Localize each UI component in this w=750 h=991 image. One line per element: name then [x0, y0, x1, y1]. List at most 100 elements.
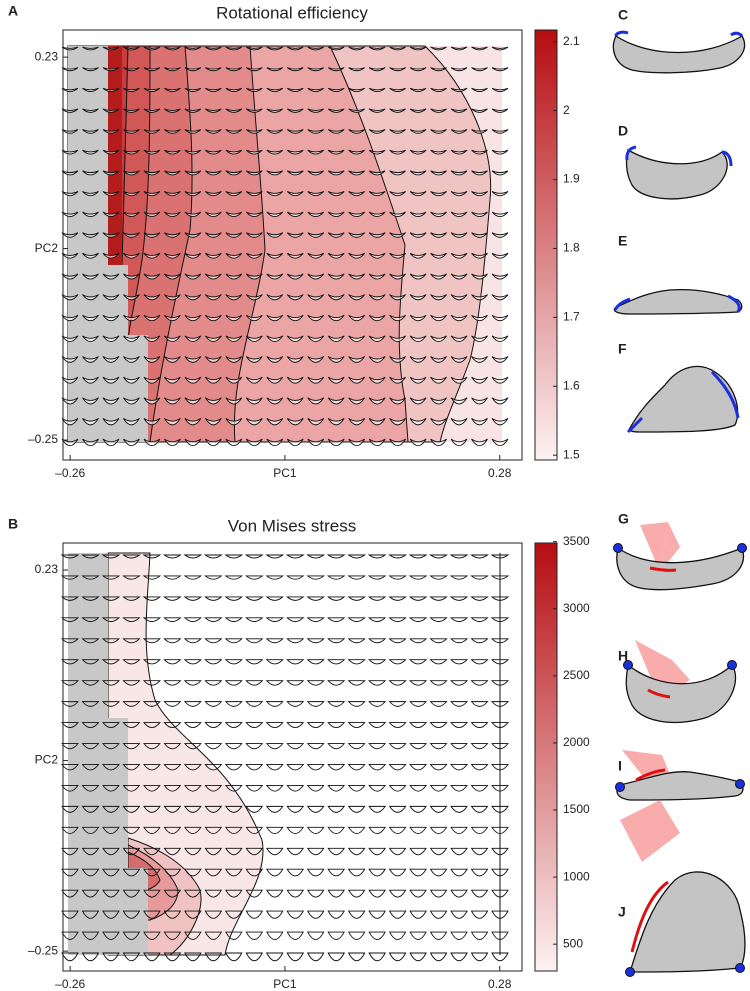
shape-glyph [347, 680, 366, 686]
shape-glyph [61, 826, 79, 835]
shape-glyph [266, 191, 284, 197]
shape-glyph [491, 826, 509, 835]
shape-glyph [286, 847, 305, 856]
shape-glyph [347, 596, 366, 601]
shape-glyph [102, 722, 120, 729]
x-axis-label: PC1 [273, 466, 297, 480]
shape-glyph [245, 232, 263, 238]
shape-glyph [348, 149, 365, 155]
shape-glyph [81, 805, 100, 813]
shape-glyph [102, 910, 120, 919]
shape-glyph [204, 701, 223, 707]
shape-glyph [81, 701, 100, 707]
shape-glyph [163, 659, 182, 665]
shape-glyph [143, 252, 161, 259]
shape-glyph [327, 149, 345, 155]
shape-glyph [82, 376, 99, 384]
shape-glyph [81, 575, 100, 580]
shape-glyph [61, 170, 79, 176]
shape-glyph [61, 376, 79, 384]
shape-glyph [163, 931, 182, 940]
shape-glyph [388, 659, 407, 665]
shape-glyph [204, 294, 222, 301]
shape-glyph [224, 701, 243, 707]
shape-glyph [409, 931, 427, 940]
shape-glyph [286, 784, 305, 792]
shape-glyph [204, 252, 222, 259]
shape-glyph [307, 149, 325, 155]
shape-glyph [265, 680, 284, 686]
shape-glyph [388, 889, 407, 898]
shape-glyph [429, 554, 448, 559]
shape-glyph [123, 294, 140, 301]
shape-glyph [61, 335, 79, 342]
shape-glyph [204, 680, 223, 686]
shape-glyph [123, 67, 140, 72]
shape-glyph [388, 743, 407, 750]
shape-glyph [449, 638, 469, 644]
shape-glyph [143, 335, 161, 342]
shape-glyph [164, 46, 181, 51]
shape-glyph [471, 149, 488, 155]
shape-glyph [306, 701, 325, 707]
shape-glyph [347, 931, 366, 940]
shape-glyph [102, 438, 120, 447]
shape-glyph [491, 376, 509, 384]
shape-glyph [450, 826, 468, 835]
shape-glyph [286, 67, 304, 72]
shape-glyph [61, 889, 79, 898]
shape-glyph [471, 108, 488, 113]
shape-glyph [265, 596, 284, 601]
shape-glyph [225, 87, 243, 93]
shape-glyph [470, 701, 489, 707]
shape-glyph [101, 638, 121, 644]
shape-glyph [449, 617, 469, 623]
shape-glyph [225, 170, 243, 176]
shape-glyph [266, 170, 284, 176]
shape-glyph [491, 805, 509, 813]
contour-fill [68, 552, 501, 956]
shape-glyph [82, 108, 99, 113]
shape-glyph [408, 596, 428, 601]
shape-glyph [61, 764, 79, 771]
shape-glyph [368, 722, 387, 729]
shape-glyph [101, 701, 120, 707]
shape-glyph [409, 952, 427, 962]
shape-glyph [388, 575, 407, 580]
shape-glyph [491, 191, 509, 197]
shape-glyph [142, 575, 162, 580]
shape-glyph [286, 638, 305, 644]
shape-glyph [327, 191, 345, 197]
shape-glyph [368, 252, 386, 259]
panel-letter: B [8, 516, 18, 532]
shape-glyph [123, 149, 140, 155]
shape-glyph [123, 129, 140, 134]
shape-glyph [348, 376, 366, 384]
shape-glyph [471, 438, 488, 447]
shape-glyph [123, 376, 140, 384]
shape-glyph [429, 889, 448, 898]
shape-glyph [491, 108, 509, 113]
shape-glyph [123, 191, 140, 197]
shape-glyph [122, 659, 141, 665]
shape-glyph [409, 826, 427, 835]
shape-glyph [368, 87, 386, 93]
shape-glyph [491, 910, 509, 919]
shape-glyph [266, 952, 284, 962]
shape-glyph [143, 784, 161, 792]
shape-glyph [102, 356, 120, 363]
shape-glyph [286, 764, 305, 771]
colorbar-tick-label: 1.9 [563, 172, 580, 186]
plot-frame [62, 542, 523, 972]
shape-glyph [122, 575, 141, 580]
shape-glyph [286, 314, 304, 322]
shape-glyph [389, 129, 406, 134]
shape-glyph [306, 847, 325, 856]
shape-glyph [306, 554, 326, 559]
shape-glyph [60, 575, 80, 580]
shape-glyph [368, 232, 386, 238]
shape-glyph [184, 67, 202, 72]
shape-glyph [204, 805, 223, 813]
shape-glyph [409, 764, 427, 771]
shape-glyph [143, 46, 161, 51]
